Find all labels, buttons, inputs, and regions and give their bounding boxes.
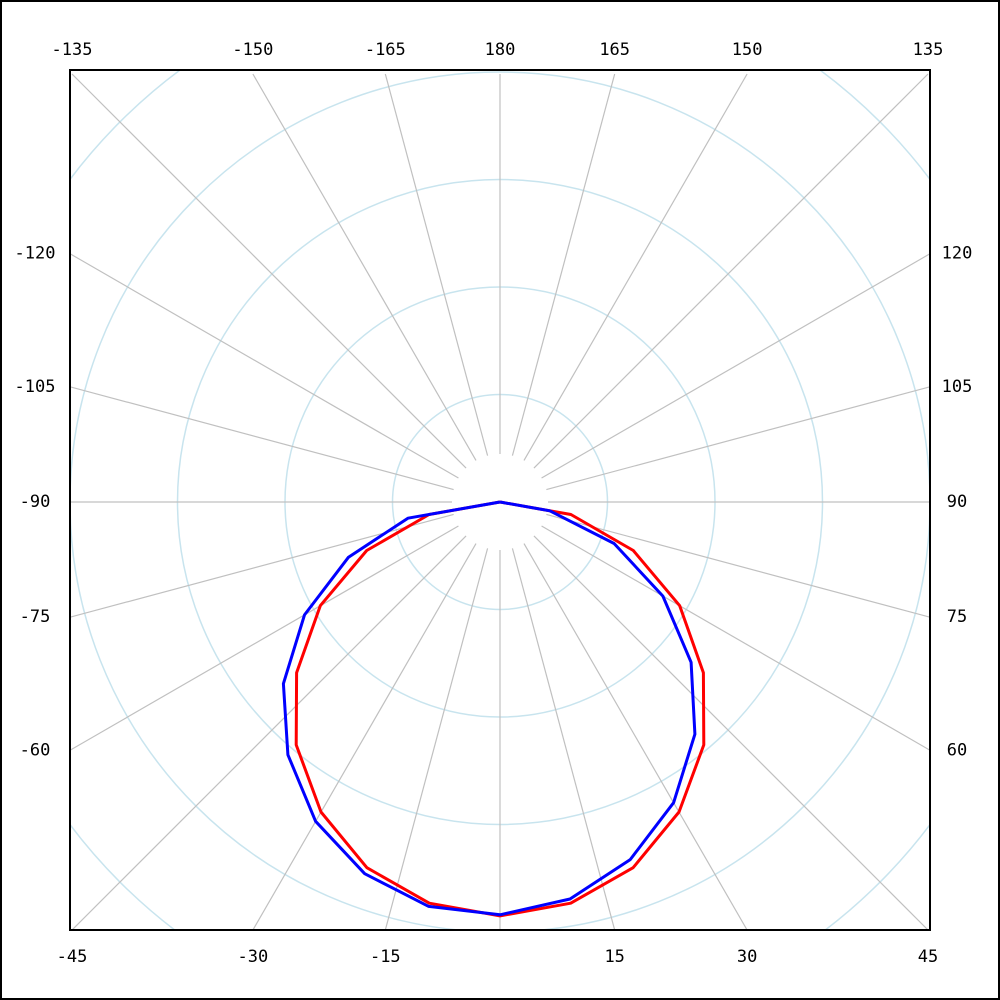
spoke (71, 73, 467, 469)
curves (281, 500, 706, 918)
spoke (511, 73, 616, 456)
angle-label: 165 (599, 40, 630, 60)
spoke (511, 548, 616, 930)
angle-label: 75 (947, 607, 967, 627)
angle-label: -90 (20, 492, 51, 512)
angle-label: -60 (20, 740, 51, 760)
spoke (533, 535, 929, 930)
angle-label: -165 (365, 40, 406, 60)
spoke (252, 543, 477, 930)
angle-label: 15 (604, 947, 624, 967)
angle-label: 60 (947, 740, 967, 760)
spoke (523, 73, 748, 461)
spoke (70, 525, 459, 751)
angle-label: 120 (942, 244, 973, 264)
angle-label: -30 (238, 947, 269, 967)
ring (70, 71, 930, 930)
angle-label: -45 (57, 947, 88, 967)
angle-label: -135 (52, 40, 93, 60)
angle-label: -105 (15, 377, 56, 397)
curve (281, 500, 697, 917)
spoke (523, 543, 748, 930)
spoke (70, 386, 454, 491)
angle-label: -150 (232, 40, 273, 60)
spoke (252, 73, 477, 461)
labels: -135 -150 -165 180 165 150 135 120 105 90 75 60 45 30… (15, 40, 973, 967)
spoke (384, 73, 489, 456)
angle-label: 135 (913, 40, 944, 60)
angle-label: 105 (942, 377, 973, 397)
spoke (70, 253, 459, 479)
angle-label: 45 (918, 947, 938, 967)
angle-label: 90 (947, 492, 967, 512)
spoke (546, 513, 930, 618)
spoke (533, 73, 929, 469)
angle-label: 150 (732, 40, 763, 60)
plot-box (69, 69, 931, 931)
spoke (541, 525, 930, 751)
angle-label: 30 (737, 947, 757, 967)
spoke (541, 253, 930, 479)
angle-label: -75 (20, 607, 51, 627)
angle-label: -120 (15, 244, 56, 264)
angle-label: -15 (370, 947, 401, 967)
spoke (384, 548, 489, 930)
angle-label: 180 (485, 40, 516, 60)
spoke (71, 535, 467, 930)
spoke (546, 386, 930, 491)
